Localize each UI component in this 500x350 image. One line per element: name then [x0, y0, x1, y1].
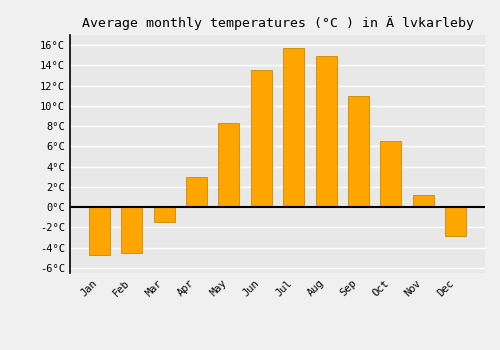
Bar [251, 70, 272, 207]
Bar [89, 207, 110, 255]
Bar [445, 207, 466, 236]
Bar [412, 195, 434, 207]
Title: Average monthly temperatures (°C ) in Ä lvkarleby: Average monthly temperatures (°C ) in Ä … [82, 16, 473, 30]
Bar [121, 207, 142, 253]
Bar [316, 56, 336, 207]
Bar [218, 123, 240, 207]
Bar [283, 48, 304, 207]
Bar [380, 141, 402, 207]
Bar [154, 207, 174, 222]
Bar [348, 96, 369, 207]
Bar [186, 177, 207, 207]
